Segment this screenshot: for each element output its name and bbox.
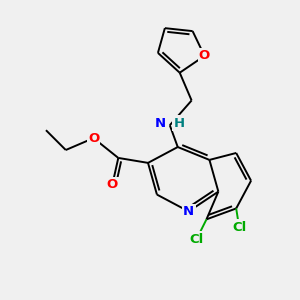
Text: N: N — [183, 205, 194, 218]
Text: Cl: Cl — [232, 221, 246, 234]
Text: O: O — [88, 132, 99, 145]
Text: N: N — [155, 117, 166, 130]
Text: H: H — [174, 117, 185, 130]
Text: O: O — [107, 178, 118, 191]
Text: O: O — [199, 50, 210, 62]
Text: Cl: Cl — [189, 233, 204, 246]
